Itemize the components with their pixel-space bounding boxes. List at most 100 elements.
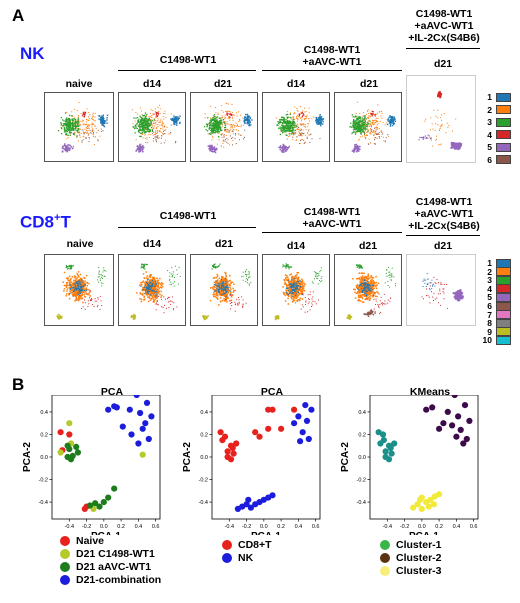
tsne-cell-point — [225, 296, 227, 298]
tsne-cell-point — [75, 119, 77, 121]
tsne-cell-point — [362, 120, 364, 122]
tsne-cell-point — [356, 127, 358, 129]
tsne-cell-point — [156, 282, 159, 285]
tsne-cell-point — [176, 122, 178, 125]
tsne-cell-point — [282, 150, 284, 152]
tsne-cell-point — [382, 133, 384, 135]
tsne-cell-point — [391, 117, 393, 119]
tsne-cell-point — [83, 124, 85, 126]
tsne-cell-point — [356, 123, 358, 125]
tsne-cell-point — [140, 129, 142, 132]
tsne-cell-point — [303, 118, 305, 120]
tsne-cell-point — [429, 138, 431, 140]
tsne-cell-point — [226, 131, 228, 133]
tsne-cell-point — [157, 135, 159, 137]
tsne-cell-point — [144, 131, 146, 133]
tsne-cell-point — [294, 122, 296, 124]
tsne-cell-point — [288, 133, 290, 135]
tsne-cell-point — [304, 297, 306, 299]
tsne-cell-point — [359, 117, 361, 119]
tsne-cell-point — [283, 117, 285, 120]
tsne-cell-point — [162, 116, 164, 117]
tsne-cell-point — [86, 108, 88, 110]
tsne-cell-point — [290, 266, 292, 268]
tsne-cell-point — [149, 294, 151, 297]
tsne-cell-point — [75, 289, 78, 291]
tsne-cell-point — [88, 112, 90, 113]
tsne-cell-point — [89, 300, 91, 301]
tsne-cell-point — [304, 118, 306, 120]
tsne-cell-point — [296, 123, 298, 125]
tsne-cell-point — [84, 112, 86, 114]
tsne-cell-point — [216, 281, 218, 284]
tsne-cell-point — [225, 278, 228, 280]
tsne-cell-point — [303, 289, 306, 292]
tsne-cell-point — [157, 289, 159, 291]
tsne-cell-point — [215, 276, 217, 279]
tsne-cell-point — [210, 121, 212, 123]
tsne-cell-point — [146, 130, 148, 132]
tsne-cell-point — [248, 271, 250, 273]
tsne-cell-point — [85, 138, 87, 139]
tsne-cell-point — [226, 286, 229, 288]
tsne-cell-point — [372, 111, 374, 113]
tsne-cell-point — [358, 129, 361, 131]
tsne-cell-point — [281, 121, 283, 124]
tsne-cell-point — [66, 111, 68, 113]
tsne-cell-point — [450, 143, 453, 146]
tsne-cell-point — [65, 120, 67, 122]
tsne-cell-point — [144, 127, 146, 129]
tsne-cell-point — [89, 138, 90, 140]
tsne-cell-point — [161, 122, 163, 124]
tsne-cell-point — [353, 147, 356, 150]
tsne-cell-point — [141, 125, 143, 127]
tsne-cell-point — [98, 270, 100, 272]
tsne-cell-point — [227, 289, 229, 291]
tsne-cell-point — [92, 131, 93, 132]
tsne-cell-point — [294, 106, 296, 108]
tsne-cell-point — [160, 131, 162, 133]
tsne-cell-point — [237, 124, 238, 126]
tsne-cell-point — [279, 122, 282, 124]
tsne-cell-point — [136, 123, 138, 125]
tsne-cell-point — [99, 274, 101, 276]
tsne-cell-point — [231, 125, 233, 127]
tsne-cell-point — [149, 280, 151, 283]
tsne-cell-point — [154, 287, 156, 290]
tsne-cell-point — [355, 126, 358, 129]
tsne-cell-point — [282, 124, 284, 127]
tsne-cell-point — [225, 283, 227, 285]
tsne-cell-point — [156, 288, 158, 290]
tsne-cell-point — [72, 291, 74, 294]
tsne-cell-point — [240, 124, 242, 126]
tsne-cell-point — [164, 125, 166, 127]
nk-legend-item: 2 — [478, 105, 511, 115]
tsne-cell-point — [363, 125, 365, 127]
tsne-cell-point — [218, 122, 221, 124]
tsne-cell-point — [207, 123, 209, 125]
tsne-cell-point — [287, 127, 290, 129]
tsne-cell-point — [316, 272, 318, 274]
tsne-cell-point — [216, 143, 218, 145]
tsne-cell-point — [140, 285, 142, 287]
tsne-cell-point — [60, 315, 63, 318]
tsne-cell-point — [169, 133, 171, 135]
tsne-cell-point — [219, 283, 221, 285]
tsne-cell-point — [215, 293, 218, 295]
tsne-cell-point — [84, 302, 86, 304]
tsne-cell-point — [312, 296, 314, 298]
tsne-cell-point — [160, 287, 163, 289]
tsne-cell-point — [69, 123, 71, 125]
tsne-cell-point — [221, 281, 223, 283]
tsne-cell-point — [158, 282, 161, 284]
tsne-cell-point — [452, 142, 455, 144]
tsne-cell-point — [248, 283, 250, 285]
tsne-cell-point — [316, 120, 319, 122]
tsne-cell-point — [154, 286, 157, 288]
tsne-cell-point — [388, 116, 390, 119]
tsne-cell-point — [430, 137, 432, 139]
nk-legend-item: 6 — [478, 155, 511, 165]
tsne-cell-point — [298, 134, 300, 136]
tsne-cell-point — [440, 124, 442, 126]
tsne-cell-point — [292, 292, 294, 294]
